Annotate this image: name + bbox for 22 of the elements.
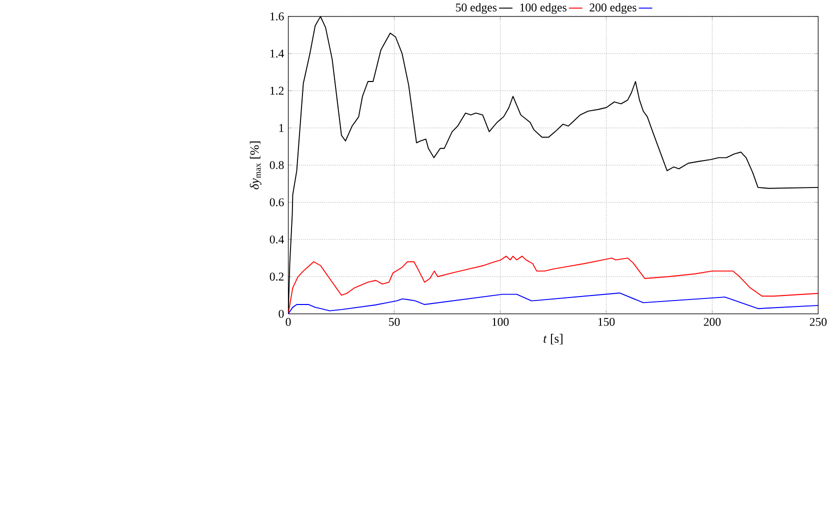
legend-label: 200 edges (590, 3, 636, 14)
y-tick-label: 0 (278, 310, 284, 318)
x-tick-label: 50 (389, 318, 400, 326)
y-tick-label: 1 (279, 124, 284, 132)
y-axis-title: δy$_{max}$ [%] (250, 141, 262, 190)
y-tick-label: 1.6 (270, 12, 284, 20)
line-series (288, 256, 818, 314)
x-tick-label: 150 (598, 318, 615, 326)
x-tick-label: 0 (286, 318, 291, 326)
y-tick-label: 1.4 (270, 50, 284, 58)
y-tick-label: 0.4 (270, 235, 284, 244)
y-tick-label: 0.8 (270, 161, 284, 170)
y-tick-label: 0.6 (270, 198, 284, 206)
line-series (288, 292, 818, 314)
x-tick-label: 100 (492, 318, 509, 326)
x-tick-label: 200 (704, 318, 721, 326)
x-axis-title: t [s] (544, 334, 562, 344)
legend-label: 100 edges (520, 3, 566, 14)
y-tick-label: 1.2 (270, 86, 284, 95)
y-tick-label: 0.2 (270, 272, 284, 281)
x-tick-label: 250 (810, 318, 827, 326)
legend-label: 50 edges (456, 3, 497, 14)
